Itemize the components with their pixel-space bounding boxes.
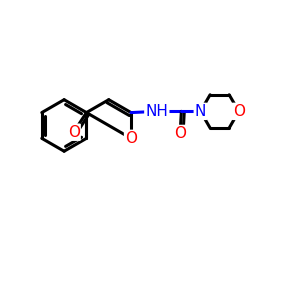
Text: O: O (174, 126, 186, 141)
Text: O: O (125, 131, 137, 146)
Text: O: O (68, 125, 80, 140)
Text: N: N (195, 104, 206, 119)
Text: NH: NH (146, 104, 168, 119)
Text: O: O (233, 104, 245, 119)
